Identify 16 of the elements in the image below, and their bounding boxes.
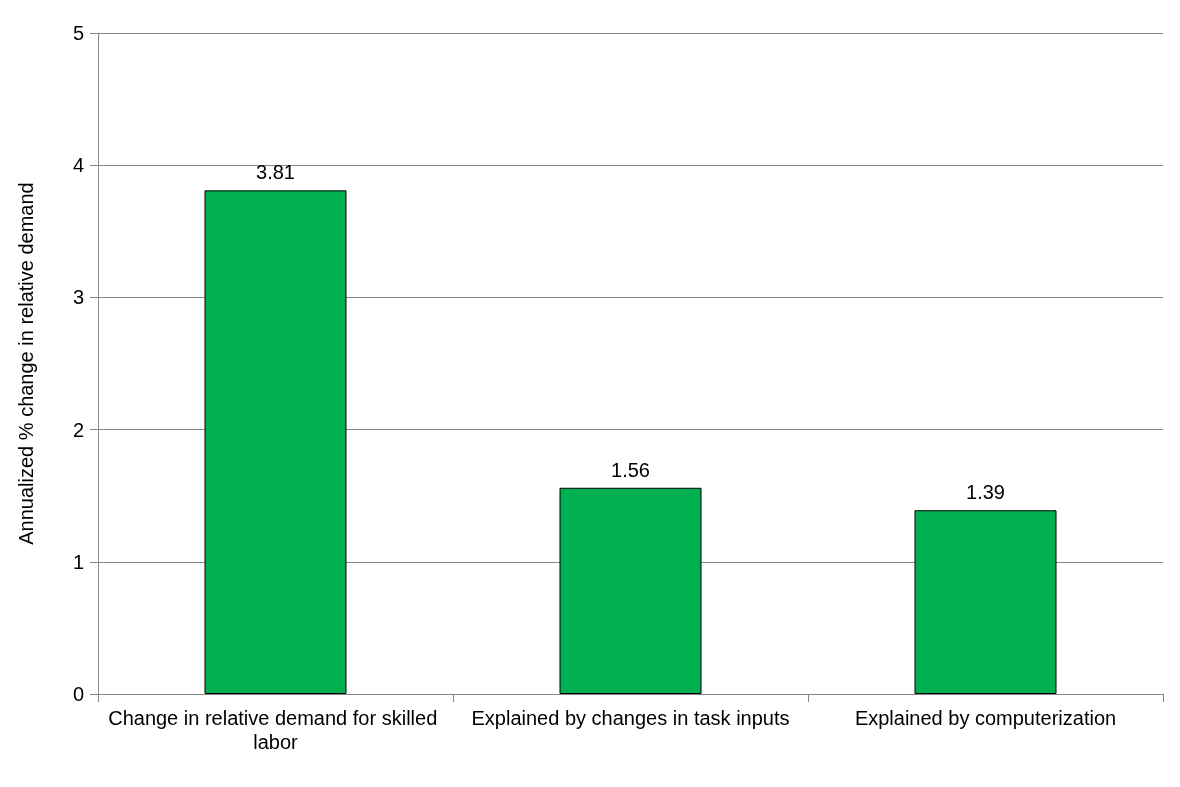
y-tick-label: 4 [72,154,84,177]
x-tick-label: Explained by computerization [854,707,1117,729]
bar [559,487,702,694]
data-label: 1.56 [611,458,650,481]
bar [204,190,347,694]
y-tick-label: 3 [72,286,84,309]
data-label: 3.81 [256,161,295,184]
x-tick-label: Explained by changes in task inputs [471,707,790,729]
x-tick-label: Change in relative demand for skilled labor [108,707,443,753]
y-tick-label: 5 [72,22,84,44]
y-tick-label: 1 [72,550,84,573]
y-axis-title: Annualized % change in relative demand [15,182,37,545]
bar [914,510,1057,694]
y-tick-label: 2 [72,418,84,441]
data-label: 1.39 [966,481,1005,504]
y-tick-label: 0 [72,683,84,705]
